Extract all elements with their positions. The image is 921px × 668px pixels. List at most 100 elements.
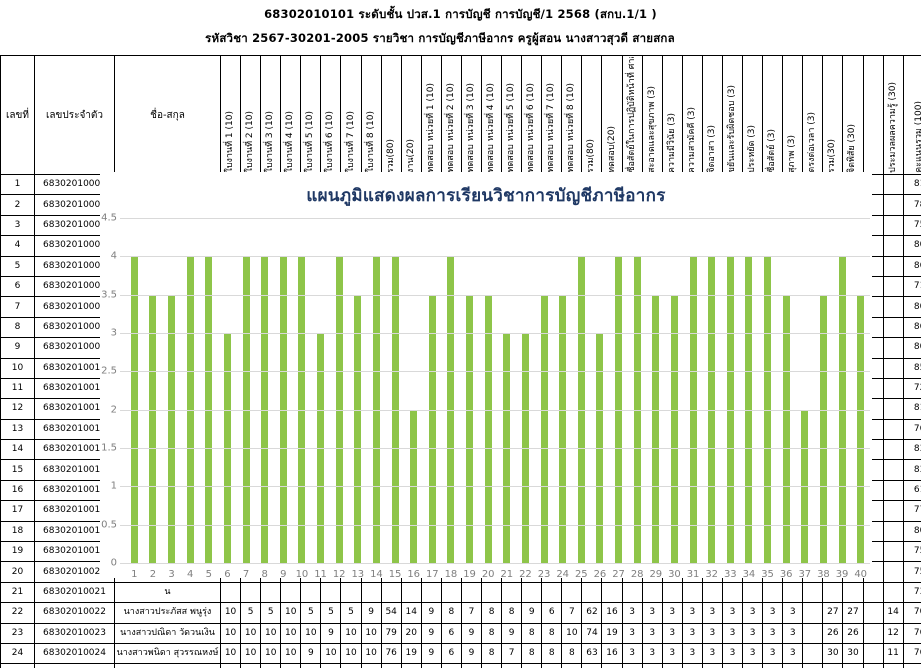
score-cell[interactable]	[601, 581, 623, 604]
row-number[interactable]: 12	[0, 398, 35, 420]
table-row[interactable]: 2168302010021น733	[0, 581, 921, 604]
total-score[interactable]	[902, 663, 921, 668]
total-score[interactable]: 76	[902, 418, 921, 441]
score-cell[interactable]	[219, 581, 242, 604]
table-row[interactable]: 2568302010025นางสาวพนิดา จูงวิ1010106101…	[0, 663, 921, 668]
score-cell[interactable]	[581, 581, 603, 604]
chart-bar[interactable]	[354, 294, 362, 563]
score-cell[interactable]	[882, 479, 904, 502]
score-cell[interactable]: 3	[762, 622, 784, 644]
score-cell[interactable]: 6	[541, 602, 563, 624]
score-cell[interactable]: 10	[219, 602, 242, 624]
row-number[interactable]: 20	[0, 561, 35, 583]
score-cell[interactable]: 9	[420, 663, 442, 668]
score-cell[interactable]: 6	[440, 622, 462, 644]
score-cell[interactable]: 11	[882, 642, 904, 665]
score-cell[interactable]: 8	[481, 622, 503, 644]
score-cell[interactable]: 27	[842, 602, 864, 624]
score-cell[interactable]: 7	[501, 642, 523, 665]
total-score[interactable]: 75	[902, 541, 921, 563]
score-cell[interactable]	[260, 581, 282, 604]
total-score[interactable]: 81	[902, 398, 921, 420]
row-number[interactable]: 11	[0, 377, 35, 400]
table-row[interactable]: 22 68302010022 นางสาวประภัสส พนูรุ่ง 10 5 5 10…	[0, 602, 921, 624]
score-cell[interactable]: 16	[601, 642, 623, 665]
score-cell[interactable]: 14	[400, 602, 422, 624]
score-cell[interactable]: 3	[621, 663, 643, 668]
score-cell[interactable]: 10	[240, 642, 262, 665]
score-cell[interactable]	[320, 581, 342, 604]
score-cell[interactable]: 8	[501, 663, 523, 668]
score-cell[interactable]: 8	[541, 663, 563, 668]
score-cell[interactable]: 3	[742, 642, 764, 665]
score-cell[interactable]: 10	[260, 642, 282, 665]
score-cell[interactable]: 8	[440, 602, 462, 624]
score-cell[interactable]: 10	[360, 663, 382, 668]
score-cell[interactable]: 10	[340, 663, 362, 668]
score-cell[interactable]: 3	[762, 642, 784, 665]
score-cell[interactable]	[882, 235, 904, 257]
score-cell[interactable]: 3	[782, 663, 804, 668]
score-cell[interactable]: 9	[521, 602, 543, 624]
score-cell[interactable]	[420, 581, 442, 604]
score-cell[interactable]: 8	[561, 642, 583, 665]
score-cell[interactable]	[882, 275, 904, 298]
score-cell[interactable]	[882, 520, 904, 543]
score-cell[interactable]: 3	[721, 642, 744, 665]
chart-bar[interactable]	[466, 294, 474, 563]
student-id[interactable]: 68302010022	[34, 602, 115, 624]
score-cell[interactable]: 10	[360, 622, 382, 644]
score-cell[interactable]	[882, 561, 904, 583]
score-cell[interactable]	[882, 377, 904, 400]
student-name[interactable]: นางสาวปณิดา วัดวนเงิน	[114, 622, 221, 644]
score-cell[interactable]	[802, 581, 824, 604]
score-cell[interactable]	[882, 500, 904, 522]
score-cell[interactable]	[862, 663, 884, 668]
score-cell[interactable]: 9	[320, 622, 342, 644]
student-name[interactable]: นางสาวพนิดา จูงวิ	[114, 663, 221, 668]
table-row[interactable]: 23 68302010023 นางสาวปณิดา วัดวนเงิน 10 10 10…	[0, 622, 921, 644]
score-cell[interactable]: 5	[260, 602, 282, 624]
score-cell[interactable]	[460, 581, 483, 604]
score-cell[interactable]: 30	[842, 642, 864, 665]
chart-bar[interactable]	[149, 294, 157, 563]
score-cell[interactable]	[882, 255, 904, 277]
score-cell[interactable]: 3	[681, 663, 703, 668]
score-cell[interactable]: 19	[601, 622, 623, 644]
chart-bar[interactable]	[670, 294, 678, 563]
score-cell[interactable]: 9	[481, 663, 503, 668]
score-cell[interactable]: 3	[681, 642, 703, 665]
score-cell[interactable]: 9	[460, 642, 483, 665]
score-cell[interactable]: 10	[280, 622, 302, 644]
row-number[interactable]: 16	[0, 479, 35, 502]
score-cell[interactable]: 19	[601, 663, 623, 668]
score-cell[interactable]: 7	[460, 663, 483, 668]
total-score[interactable]: 75	[902, 214, 921, 237]
chart-bar[interactable]	[857, 294, 865, 563]
total-score[interactable]: 86	[902, 316, 921, 339]
score-cell[interactable]: 9	[360, 602, 382, 624]
score-cell[interactable]: 3	[641, 642, 663, 665]
row-number[interactable]: 6	[0, 275, 35, 298]
score-cell[interactable]: 19	[400, 642, 422, 665]
total-score[interactable]: 83	[902, 439, 921, 461]
score-cell[interactable]: 3	[762, 663, 784, 668]
score-cell[interactable]	[882, 316, 904, 339]
score-cell[interactable]: 3	[742, 663, 764, 668]
score-cell[interactable]: 3	[721, 622, 744, 644]
score-cell[interactable]: 10	[360, 642, 382, 665]
total-score[interactable]: 80	[902, 520, 921, 543]
score-cell[interactable]	[882, 459, 904, 481]
score-cell[interactable]: 63	[581, 642, 603, 665]
total-score[interactable]: 80	[902, 337, 921, 359]
score-cell[interactable]: 10	[240, 622, 262, 644]
score-cell[interactable]	[882, 173, 904, 196]
score-cell[interactable]	[360, 581, 382, 604]
score-cell[interactable]	[802, 602, 824, 624]
score-cell[interactable]	[521, 581, 543, 604]
score-cell[interactable]: 12	[882, 622, 904, 644]
chart-bar[interactable]	[819, 294, 827, 563]
score-cell[interactable]	[822, 581, 844, 604]
row-number[interactable]: 14	[0, 439, 35, 461]
score-cell[interactable]: 3	[621, 602, 643, 624]
